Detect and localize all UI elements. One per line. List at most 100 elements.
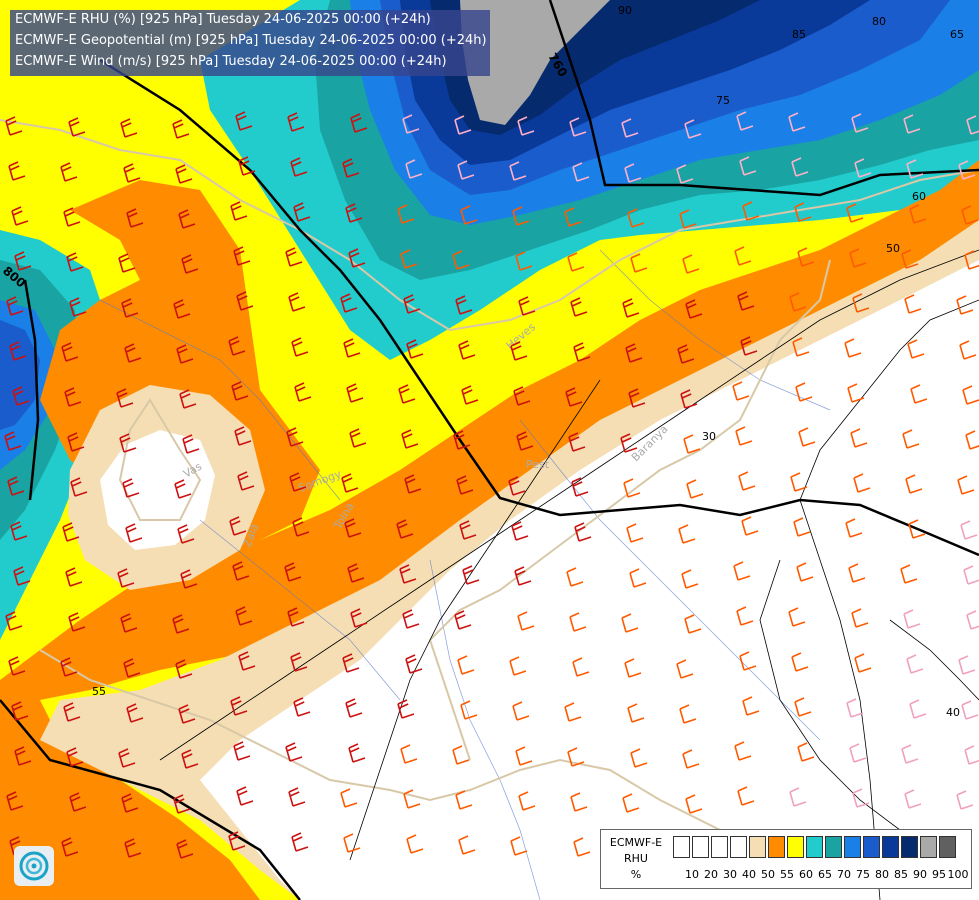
wind-barb (172, 614, 190, 634)
wind-barb (292, 517, 310, 537)
legend-tick-label: 95 (932, 868, 946, 881)
wind-barb (234, 426, 252, 446)
wind-barb (846, 698, 864, 718)
wind-barb (176, 839, 194, 859)
wind-barb (342, 158, 360, 178)
wind-barb (570, 792, 588, 812)
legend-tick-label: 55 (780, 868, 794, 881)
wind-barb (178, 704, 196, 724)
wind-barb (350, 113, 368, 133)
wind-barb (909, 204, 927, 224)
wind-barb (961, 205, 979, 225)
wind-barb (624, 163, 642, 183)
rhu-label-55: 55 (92, 685, 106, 698)
wind-barb (176, 344, 194, 364)
wind-barb (734, 246, 752, 266)
wind-barb (564, 207, 582, 227)
wind-barb (625, 343, 643, 363)
wind-barb (852, 788, 870, 808)
wind-barb (118, 748, 136, 768)
legend-swatch (673, 836, 690, 858)
rhu-label-30: 30 (702, 430, 716, 443)
legend-tick-label: 20 (704, 868, 718, 881)
wind-barb (182, 434, 200, 454)
wind-barb (230, 696, 248, 716)
wind-barb (452, 745, 470, 765)
wind-barb (125, 523, 143, 543)
wind-barb (736, 606, 754, 626)
wind-barb (901, 249, 919, 269)
wind-barb (630, 748, 648, 768)
wind-barb (287, 607, 305, 627)
wind-barb (294, 382, 312, 402)
wind-barb (735, 426, 753, 446)
rhu-label-85: 85 (792, 28, 806, 41)
wind-barb (572, 162, 590, 182)
wind-barb (621, 613, 639, 633)
wind-barb (686, 479, 704, 499)
wind-barb (61, 837, 79, 857)
wind-barb (288, 292, 306, 312)
wind-barb (847, 383, 865, 403)
legend-tick-label: 50 (761, 868, 775, 881)
legend-swatch (939, 836, 956, 858)
wind-barb (175, 659, 193, 679)
legend-tick-label: 100 (947, 868, 969, 881)
layer-info-geopotential: ECMWF-E Geopotential (m) [925 hPa] Tuesd… (15, 33, 487, 48)
wind-barb (181, 254, 199, 274)
wind-barb (344, 518, 362, 538)
wind-barb (69, 792, 87, 812)
rhu-band-below-50 (200, 260, 979, 900)
wind-barb (66, 747, 84, 767)
wind-barb (511, 521, 529, 541)
wind-barb (397, 204, 415, 224)
wind-barb (741, 516, 759, 536)
wind-barb (342, 653, 360, 673)
wind-barb (461, 385, 479, 405)
wind-barb (964, 250, 979, 270)
wind-barb (62, 522, 80, 542)
wind-barb (284, 562, 302, 582)
wind-barb (679, 704, 697, 724)
wind-barb (402, 609, 420, 629)
wind-barb (231, 381, 249, 401)
wind-barb (122, 478, 140, 498)
wind-barb (510, 341, 528, 361)
legend-title-unit: % (630, 868, 642, 881)
wind-barb (512, 206, 530, 226)
wind-barb (120, 613, 138, 633)
wind-barb (789, 292, 807, 312)
legend-tick-label: 70 (837, 868, 851, 881)
wind-barb (178, 209, 196, 229)
wind-barb (398, 384, 416, 404)
wind-barb (287, 112, 305, 132)
legend-swatch (749, 836, 766, 858)
wind-barb (396, 519, 414, 539)
wind-barb (676, 164, 694, 184)
wind-barb (567, 252, 585, 272)
wind-barb (739, 651, 757, 671)
wind-barb (6, 296, 24, 316)
legend-swatch (920, 836, 937, 858)
wind-barb (65, 567, 83, 587)
legend-swatch (711, 836, 728, 858)
wind-barb (798, 427, 816, 447)
wind-barb (293, 202, 311, 222)
wind-barb (852, 293, 870, 313)
wind-barb (462, 565, 480, 585)
wind-barb (677, 344, 695, 364)
wind-barb (288, 787, 306, 807)
legend-swatch (863, 836, 880, 858)
wind-barb (455, 295, 473, 315)
wind-barb (6, 791, 24, 811)
wind-barb (797, 742, 815, 762)
wind-barb (290, 157, 308, 177)
wind-barb (792, 337, 810, 357)
wind-barb (232, 561, 250, 581)
legend-tick-label: 60 (799, 868, 813, 881)
legend-tick-label: 75 (856, 868, 870, 881)
wind-barb (848, 563, 866, 583)
wind-barb (567, 747, 585, 767)
